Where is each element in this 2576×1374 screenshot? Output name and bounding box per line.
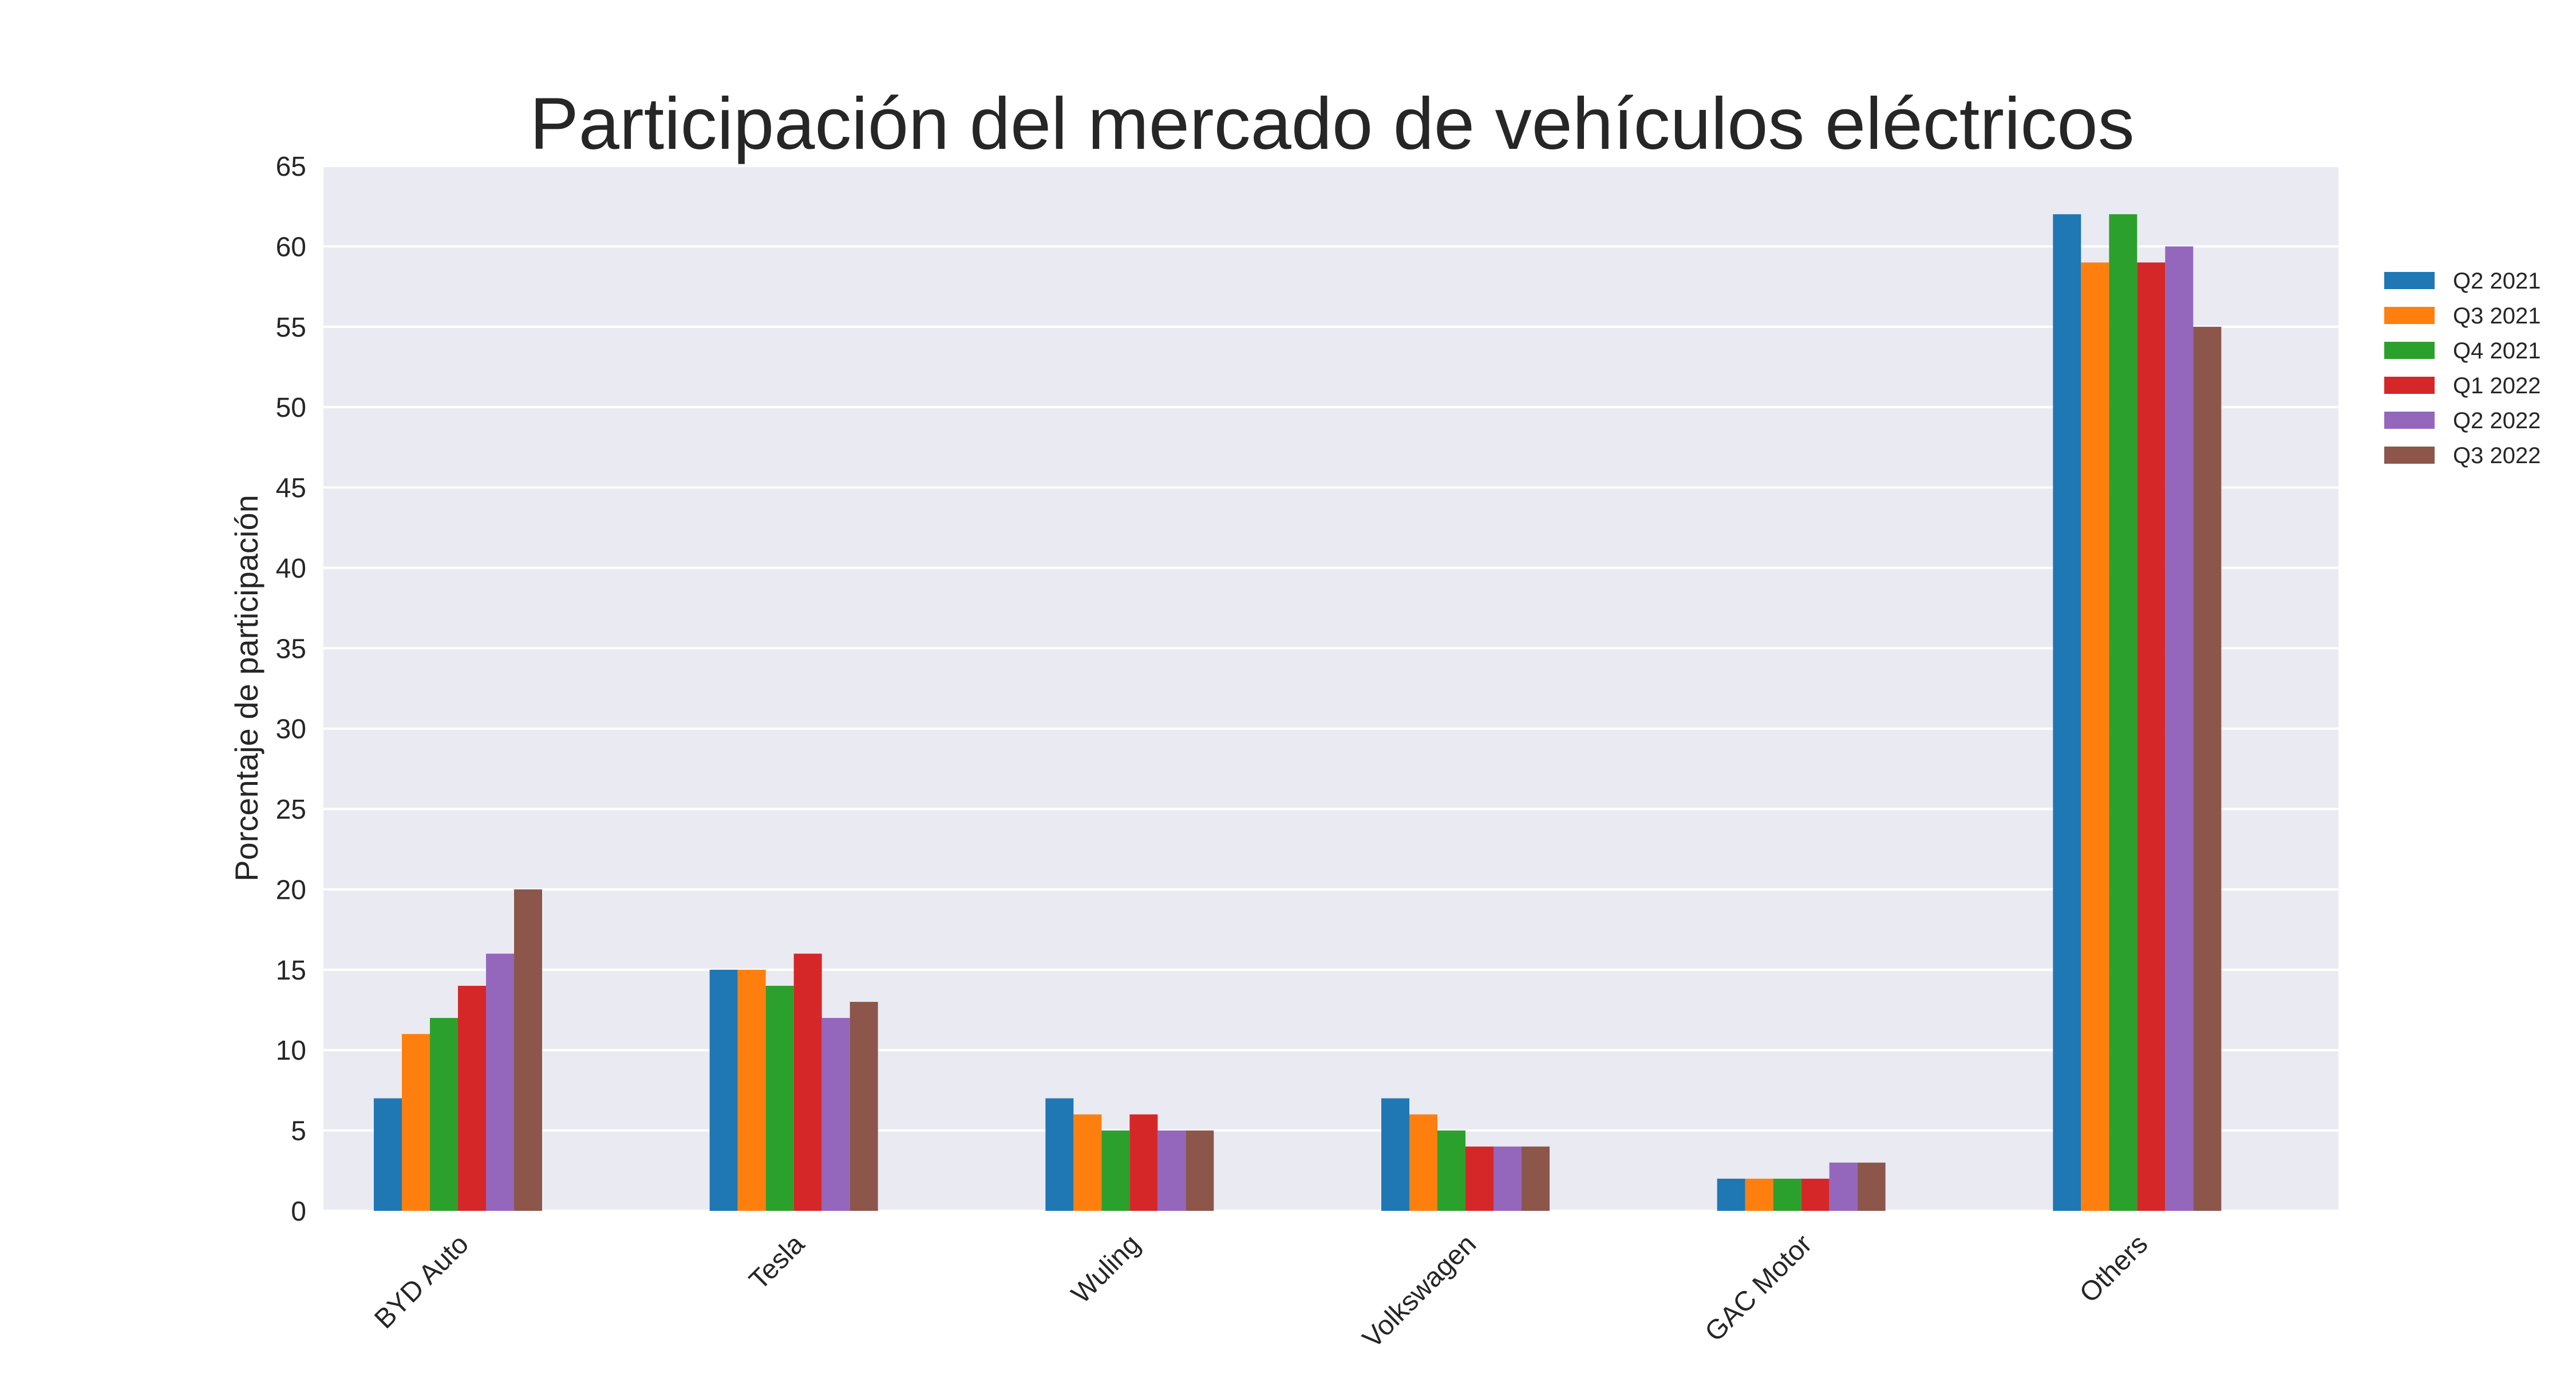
gridlines xyxy=(323,165,2338,1212)
y-tick-label: 60 xyxy=(276,232,306,262)
x-tick-label: GAC Motor xyxy=(1699,1229,1818,1348)
bars xyxy=(374,214,2222,1211)
x-tick-label: Others xyxy=(2074,1229,2154,1309)
bar xyxy=(1437,1130,1465,1211)
bar xyxy=(486,953,514,1211)
y-tick-label: 40 xyxy=(276,554,306,584)
legend-swatch xyxy=(2384,447,2435,464)
bar xyxy=(1717,1178,1745,1211)
bar xyxy=(737,969,766,1211)
bar xyxy=(2053,214,2081,1211)
bar xyxy=(1101,1130,1130,1211)
bar xyxy=(2193,326,2222,1211)
bar xyxy=(709,969,738,1211)
bar xyxy=(1829,1162,1858,1211)
legend-swatch xyxy=(2384,377,2435,394)
bar xyxy=(1773,1178,1801,1211)
x-tick-label: BYD Auto xyxy=(369,1229,475,1335)
bar xyxy=(2081,262,2109,1211)
legend-label: Q2 2021 xyxy=(2453,269,2541,294)
y-tick-label: 5 xyxy=(291,1116,306,1147)
bar xyxy=(1157,1130,1186,1211)
bar xyxy=(2109,214,2138,1211)
y-axis-label: Porcentaje de participación xyxy=(228,495,264,882)
bar xyxy=(1045,1098,1074,1211)
y-tick-label: 45 xyxy=(276,473,306,504)
legend-label: Q4 2021 xyxy=(2453,338,2541,364)
x-tick-label: Volkswagen xyxy=(1357,1229,1482,1355)
bar xyxy=(514,889,542,1211)
bar xyxy=(2137,262,2166,1211)
bar xyxy=(765,985,794,1211)
bar xyxy=(1129,1114,1158,1211)
y-tick-label: 10 xyxy=(276,1036,306,1066)
x-tick-label: Wuling xyxy=(1066,1229,1147,1310)
legend-label: Q3 2021 xyxy=(2453,303,2541,329)
bar xyxy=(1381,1098,1409,1211)
y-tick-label: 0 xyxy=(291,1197,306,1227)
bar xyxy=(430,1018,458,1211)
x-axis-ticks: BYD Auto Tesla Wuling Volkswagen GAC Motor Ot… xyxy=(369,1229,2154,1354)
bar xyxy=(1801,1178,1830,1211)
legend: Q2 2021 Q3 2021 Q4 2021 Q1 2022 Q2 2022 Q3 20… xyxy=(2384,269,2541,468)
bar xyxy=(1186,1130,1214,1211)
bar xyxy=(1494,1146,1522,1211)
bar xyxy=(1409,1114,1437,1211)
bar xyxy=(850,1002,878,1211)
legend-swatch xyxy=(2384,307,2435,324)
chart-title: Participación del mercado de vehículos e… xyxy=(530,83,2134,165)
y-tick-label: 20 xyxy=(276,875,306,905)
bar xyxy=(2165,246,2194,1211)
bar xyxy=(374,1098,402,1211)
bar xyxy=(1522,1146,1550,1211)
bar xyxy=(402,1034,430,1211)
y-tick-label: 15 xyxy=(276,956,306,986)
bar xyxy=(1745,1178,1773,1211)
legend-swatch xyxy=(2384,272,2435,289)
x-tick-label: Tesla xyxy=(744,1229,811,1296)
bar xyxy=(458,985,486,1211)
y-tick-label: 30 xyxy=(276,714,306,745)
y-tick-label: 35 xyxy=(276,634,306,664)
y-axis-ticks: 0 5 10 15 20 25 30 35 40 45 50 55 60 65 xyxy=(276,152,306,1227)
y-tick-label: 65 xyxy=(276,152,306,182)
y-tick-label: 55 xyxy=(276,313,306,343)
legend-label: Q2 2022 xyxy=(2453,408,2541,433)
bar xyxy=(821,1018,850,1211)
y-tick-label: 25 xyxy=(276,795,306,825)
legend-swatch xyxy=(2384,412,2435,429)
legend-label: Q1 2022 xyxy=(2453,373,2541,398)
bar xyxy=(793,953,822,1211)
legend-label: Q3 2022 xyxy=(2453,443,2541,468)
bar xyxy=(1857,1162,1886,1211)
bar xyxy=(1465,1146,1494,1211)
y-tick-label: 50 xyxy=(276,393,306,423)
plot-area xyxy=(323,166,2338,1211)
bar xyxy=(1073,1114,1102,1211)
legend-swatch xyxy=(2384,342,2435,359)
